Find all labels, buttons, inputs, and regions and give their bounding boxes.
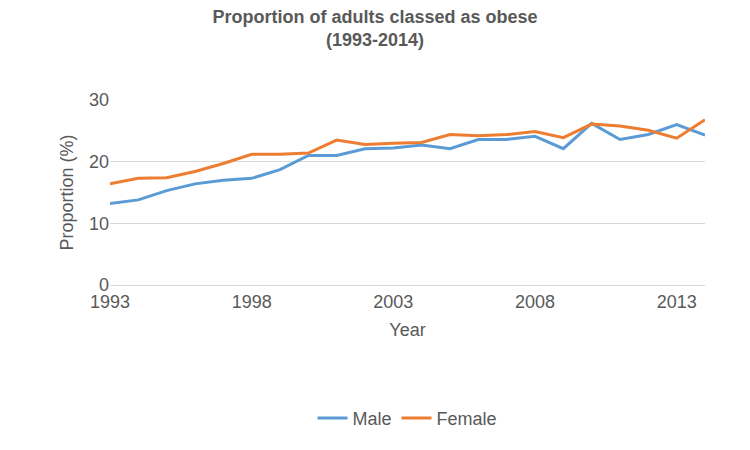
svg-text:10: 10 — [89, 214, 109, 234]
svg-text:2013: 2013 — [657, 292, 697, 312]
svg-text:Year: Year — [389, 320, 425, 340]
svg-text:Proportion (%): Proportion (%) — [57, 134, 77, 250]
svg-text:2008: 2008 — [515, 292, 555, 312]
svg-text:2003: 2003 — [373, 292, 413, 312]
svg-text:0: 0 — [99, 275, 109, 295]
svg-text:1998: 1998 — [232, 292, 272, 312]
svg-text:Female: Female — [437, 409, 497, 429]
svg-text:20: 20 — [89, 152, 109, 172]
svg-text:30: 30 — [89, 90, 109, 110]
svg-text:Male: Male — [353, 409, 392, 429]
svg-text:1993: 1993 — [90, 292, 130, 312]
svg-text:Proportion of adults classed a: Proportion of adults classed as obese(19… — [212, 7, 537, 50]
